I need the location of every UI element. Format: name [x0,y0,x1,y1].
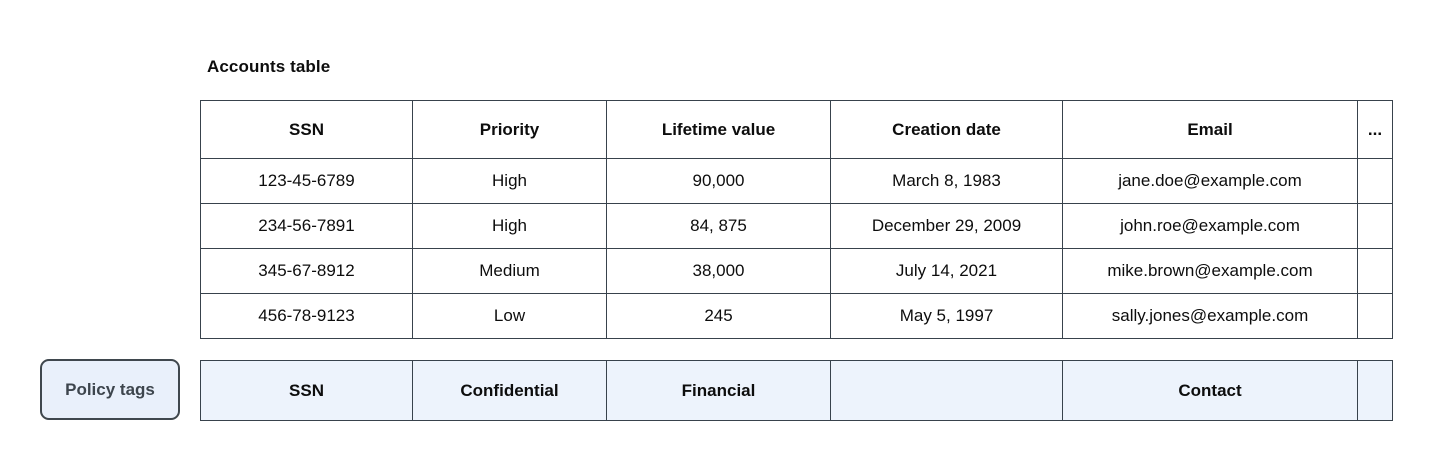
cell-email: mike.brown@example.com [1062,248,1358,294]
cell-email: john.roe@example.com [1062,203,1358,249]
cell-email: sally.jones@example.com [1062,293,1358,339]
policy-tags-cells: SSN Confidential Financial Contact [200,360,1393,421]
policy-tags-chip-label: Policy tags [65,379,155,399]
cell-ssn: 345-67-8912 [200,248,413,294]
cell-creation-date: December 29, 2009 [830,203,1063,249]
cell-more [1357,203,1393,249]
cell-priority: High [412,158,607,204]
policy-tag-empty [830,360,1063,421]
cell-ssn: 123-45-6789 [200,158,413,204]
accounts-header-row: SSN Priority Lifetime value Creation dat… [200,100,1393,159]
cell-email: jane.doe@example.com [1062,158,1358,204]
policy-tag-ssn: SSN [200,360,413,421]
table-row: 234-56-7891 High 84, 875 December 29, 20… [200,203,1393,249]
column-header-more-ellipsis: ... [1357,100,1393,159]
cell-ssn: 234-56-7891 [200,203,413,249]
cell-lifetime-value: 38,000 [606,248,831,294]
policy-tags-row: SSN Confidential Financial Contact [200,360,1393,421]
accounts-table-title: Accounts table [207,57,331,76]
cell-more [1357,248,1393,294]
cell-priority: Medium [412,248,607,294]
cell-lifetime-value: 90,000 [606,158,831,204]
column-header-ssn: SSN [200,100,413,159]
cell-more [1357,293,1393,339]
column-header-creation-date: Creation date [830,100,1063,159]
table-row: 123-45-6789 High 90,000 March 8, 1983 ja… [200,158,1393,204]
column-header-priority: Priority [412,100,607,159]
accounts-table: SSN Priority Lifetime value Creation dat… [200,100,1393,339]
cell-priority: High [412,203,607,249]
cell-creation-date: May 5, 1997 [830,293,1063,339]
column-header-lifetime-value: Lifetime value [606,100,831,159]
cell-priority: Low [412,293,607,339]
table-row: 345-67-8912 Medium 38,000 July 14, 2021 … [200,248,1393,294]
cell-creation-date: March 8, 1983 [830,158,1063,204]
cell-ssn: 456-78-9123 [200,293,413,339]
table-row: 456-78-9123 Low 245 May 5, 1997 sally.jo… [200,293,1393,339]
cell-more [1357,158,1393,204]
policy-tag-contact: Contact [1062,360,1358,421]
cell-lifetime-value: 84, 875 [606,203,831,249]
policy-tag-financial: Financial [606,360,831,421]
policy-tag-confidential: Confidential [412,360,607,421]
column-header-email: Email [1062,100,1358,159]
cell-lifetime-value: 245 [606,293,831,339]
policy-tag-empty-narrow [1357,360,1393,421]
cell-creation-date: July 14, 2021 [830,248,1063,294]
policy-tags-chip[interactable]: Policy tags [40,359,180,420]
